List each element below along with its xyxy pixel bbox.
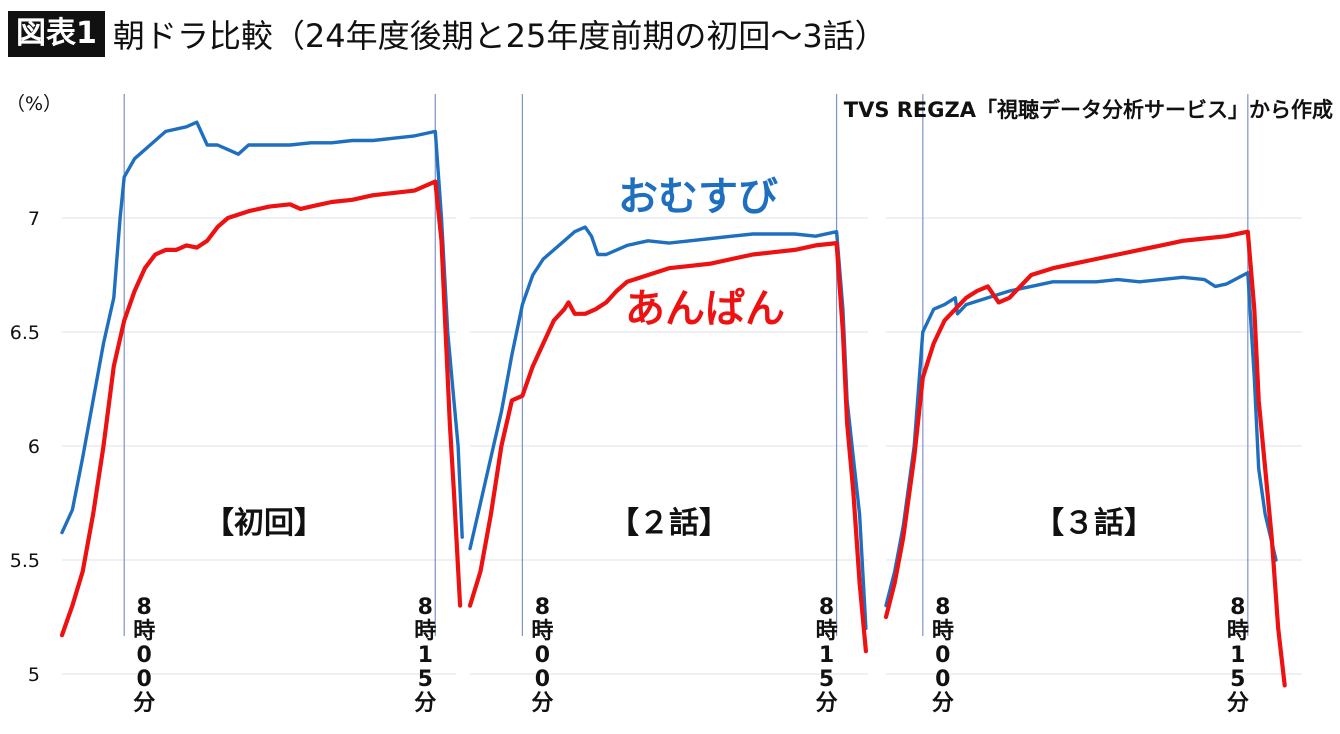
marker-label-2-1: 0 [535,643,550,668]
series-label-anpan: あんぱん [625,286,785,332]
marker-label-1-2: 5 [418,667,433,692]
marker-label-2-2: 8 [819,595,834,620]
labels: 8時00分8時15分【初回】8時00分8時15分【２話】8時00分8時15分【３… [133,506,1249,716]
source-note: TVS REGZA「視聴データ分析サービス」から作成 [844,98,1333,122]
marker-label-3-1: 0 [935,643,950,668]
marker-label-2-2: 分 [816,691,838,716]
marker-label-2-1: 時 [531,619,553,644]
marker-label-2-1: 8 [535,595,550,620]
marker-label-3-2: 分 [1227,691,1249,716]
chart-header: 図表1 朝ドラ比較（24年度後期と25年度前期の初回〜3話） [8,8,887,60]
marker-label-1-1: 0 [137,667,152,692]
y-tick-6: 6 [28,436,40,458]
y-tick-6.5: 6.5 [10,322,40,344]
marker-label-1-1: 時 [133,619,155,644]
y-axis-unit: （%） [6,93,62,115]
chart-title: 朝ドラ比較（24年度後期と25年度前期の初回〜3話） [112,17,887,55]
marker-label-2-1: 分 [531,691,553,716]
marker-label-3-1: 時 [932,619,954,644]
figure-badge: 図表1 [8,11,105,57]
marker-label-3-1: 0 [935,667,950,692]
line-anpan-panel-3 [883,229,1287,688]
y-axis: 5 5.5 6 6.5 7 [10,208,40,686]
line-anpan-panel-1 [59,179,463,638]
marker-label-2-2: 1 [819,643,834,668]
marker-label-3-1: 8 [935,595,950,620]
y-tick-5.5: 5.5 [10,550,40,572]
marker-label-1-1: 0 [137,643,152,668]
panel-label-1: 【初回】 [204,506,324,541]
series-label-omusubi: おむすび [618,174,778,220]
marker-label-1-2: 1 [418,643,433,668]
line-omusubi-panel-3 [884,271,1278,608]
marker-label-1-2: 8 [418,595,433,620]
y-tick-7: 7 [28,208,40,230]
panel-label-2: 【２話】 [609,506,729,541]
marker-label-3-2: 時 [1227,619,1249,644]
marker-label-1-1: 分 [133,691,155,716]
marker-label-2-2: 時 [816,619,838,644]
marker-label-2-2: 5 [819,667,834,692]
marker-label-1-2: 分 [414,691,436,716]
marker-label-3-2: 8 [1230,595,1245,620]
line-omusubi-panel-2 [468,225,868,631]
line-omusubi-panel-1 [60,120,464,539]
marker-label-2-1: 0 [535,667,550,692]
marker-label-1-1: 8 [137,595,152,620]
grid-layer [62,217,1302,675]
y-tick-5: 5 [28,664,40,686]
marker-label-3-2: 1 [1230,643,1245,668]
line-anpan-panel-2 [467,241,868,654]
series-lines [59,120,1287,688]
panel-label-3: 【３話】 [1034,506,1154,541]
marker-label-3-2: 5 [1230,667,1245,692]
marker-label-3-1: 分 [932,691,954,716]
marker-label-1-2: 時 [414,619,436,644]
